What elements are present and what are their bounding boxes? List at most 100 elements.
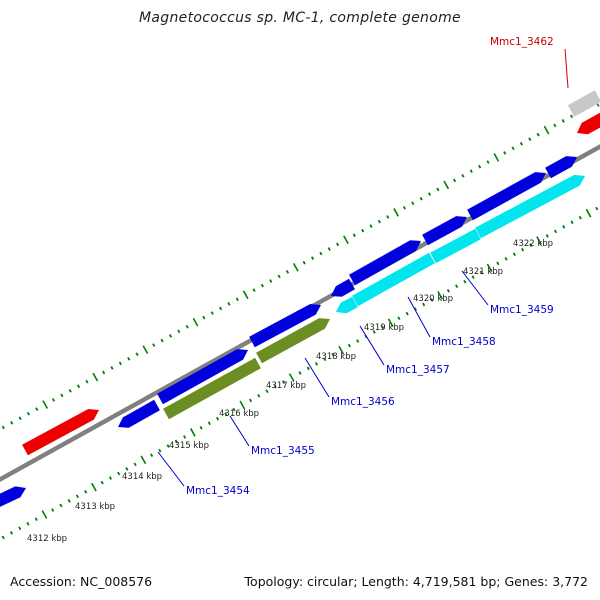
- outer-track-tick: [152, 343, 156, 347]
- inner-track-tick: [372, 330, 376, 334]
- inner-track-tick: [216, 416, 220, 421]
- inner-track-tick: [553, 229, 558, 234]
- scale-tick-label: 4312 kbp: [27, 534, 67, 544]
- gene-label[interactable]: Mmc1_3459: [490, 304, 554, 316]
- outer-track-tick: [110, 366, 114, 370]
- outer-track-tick: [227, 302, 231, 306]
- genes-label: Genes:: [504, 574, 549, 589]
- outer-track-tick: [260, 283, 264, 288]
- inner-track-tick: [486, 263, 493, 273]
- rna-feature[interactable]: [577, 112, 600, 135]
- inner-track-tick: [174, 439, 178, 444]
- inner-track-tick: [288, 373, 295, 382]
- gene-arrow[interactable]: [157, 349, 248, 405]
- gene-arrow-highlight[interactable]: [256, 318, 330, 364]
- outer-track-tick: [1, 425, 5, 430]
- outer-track-tick: [210, 311, 214, 315]
- inner-track-tick: [281, 380, 286, 384]
- gene-arrow[interactable]: [331, 278, 355, 297]
- outer-track-tick: [453, 178, 457, 183]
- outer-track-tick: [85, 379, 89, 384]
- inner-track-tick: [347, 343, 352, 348]
- outer-track-tick: [192, 317, 199, 327]
- gene-arrow[interactable]: [0, 486, 26, 510]
- inner-dotted-track: [1, 206, 599, 540]
- inner-track-tick: [562, 225, 566, 229]
- outer-track-tick: [443, 180, 450, 190]
- gene-arrow[interactable]: [249, 304, 321, 348]
- outer-track-tick: [177, 329, 181, 334]
- gene-label[interactable]: Mmc1_3455: [251, 445, 315, 457]
- outer-track-tick: [277, 274, 281, 279]
- inner-track-tick: [189, 428, 196, 437]
- inner-track-tick: [595, 206, 599, 211]
- accession-info: Accession: NC_008576: [10, 574, 152, 589]
- gene-arrow[interactable]: [430, 228, 481, 264]
- inner-track-tick: [545, 234, 549, 238]
- other-feature[interactable]: [567, 90, 600, 117]
- topology-value: circular: [307, 574, 354, 589]
- inner-track-tick: [273, 384, 277, 389]
- outer-dotted-track: [1, 98, 600, 430]
- inner-track-tick: [117, 471, 121, 476]
- inner-track-tick: [455, 284, 459, 289]
- gene-label[interactable]: Mmc1_3462: [490, 36, 554, 48]
- gene-arrow[interactable]: [475, 174, 585, 239]
- outer-track-tick: [419, 196, 423, 201]
- inner-track-tick: [239, 400, 246, 410]
- inner-track-tick: [140, 455, 147, 465]
- genome-stats: Topology: circular; Length: 4,719,581 bp…: [244, 574, 588, 589]
- outer-track-tick: [92, 372, 99, 382]
- scale-tick-label: 4313 kbp: [75, 502, 115, 512]
- inner-track-tick: [387, 318, 394, 328]
- gene-arrow[interactable]: [467, 172, 546, 221]
- inner-track-tick: [100, 480, 104, 485]
- length-label: Length:: [361, 574, 409, 589]
- rna-feature[interactable]: [22, 409, 100, 456]
- gene-label[interactable]: Mmc1_3457: [386, 364, 450, 376]
- scale-tick-label: 4316 kbp: [219, 409, 259, 419]
- gene-arrow[interactable]: [349, 240, 421, 286]
- gene-arrow-highlight[interactable]: [163, 357, 261, 420]
- outer-track-tick: [503, 151, 507, 155]
- outer-track-tick: [553, 123, 557, 128]
- scale-tick-label: 4321 kbp: [463, 267, 503, 277]
- inner-track-tick: [405, 311, 409, 316]
- gene-arrow[interactable]: [422, 216, 467, 246]
- outer-track-tick: [561, 119, 565, 123]
- inner-track-tick: [397, 316, 401, 321]
- inner-track-tick: [496, 261, 500, 266]
- inner-track-tick: [18, 526, 22, 531]
- inner-track-tick: [1, 535, 5, 540]
- inner-track-tick: [34, 517, 38, 521]
- inner-track-tick: [166, 444, 170, 448]
- outer-track-tick: [135, 352, 139, 357]
- gene-arrow[interactable]: [118, 399, 160, 428]
- inner-track-tick: [232, 407, 236, 412]
- gene-arrow[interactable]: [336, 296, 358, 314]
- outer-track-tick: [168, 334, 173, 338]
- outer-track-tick: [327, 247, 331, 251]
- outer-track-tick: [235, 297, 239, 302]
- gene-arrow[interactable]: [352, 252, 435, 307]
- outer-track-tick: [336, 242, 340, 247]
- outer-track-tick: [51, 398, 56, 402]
- outer-track-tick: [35, 407, 39, 411]
- inner-track-tick: [570, 220, 574, 225]
- gene-arrow[interactable]: [545, 156, 577, 179]
- gene-label[interactable]: Mmc1_3454: [186, 485, 250, 497]
- label-leader-line: [359, 325, 385, 366]
- inner-track-tick: [504, 256, 508, 261]
- label-leader-line: [461, 270, 489, 306]
- gene-label[interactable]: Mmc1_3458: [432, 336, 496, 348]
- inner-track-tick: [75, 494, 79, 499]
- inner-track-tick: [331, 352, 335, 357]
- inner-track-tick: [314, 362, 319, 366]
- outer-track-tick: [352, 233, 356, 238]
- gene-label[interactable]: Mmc1_3456: [331, 396, 395, 408]
- outer-track-tick: [142, 345, 149, 354]
- genes-value: 3,772: [552, 574, 588, 589]
- inner-track-tick: [41, 510, 48, 519]
- outer-track-tick: [543, 125, 550, 135]
